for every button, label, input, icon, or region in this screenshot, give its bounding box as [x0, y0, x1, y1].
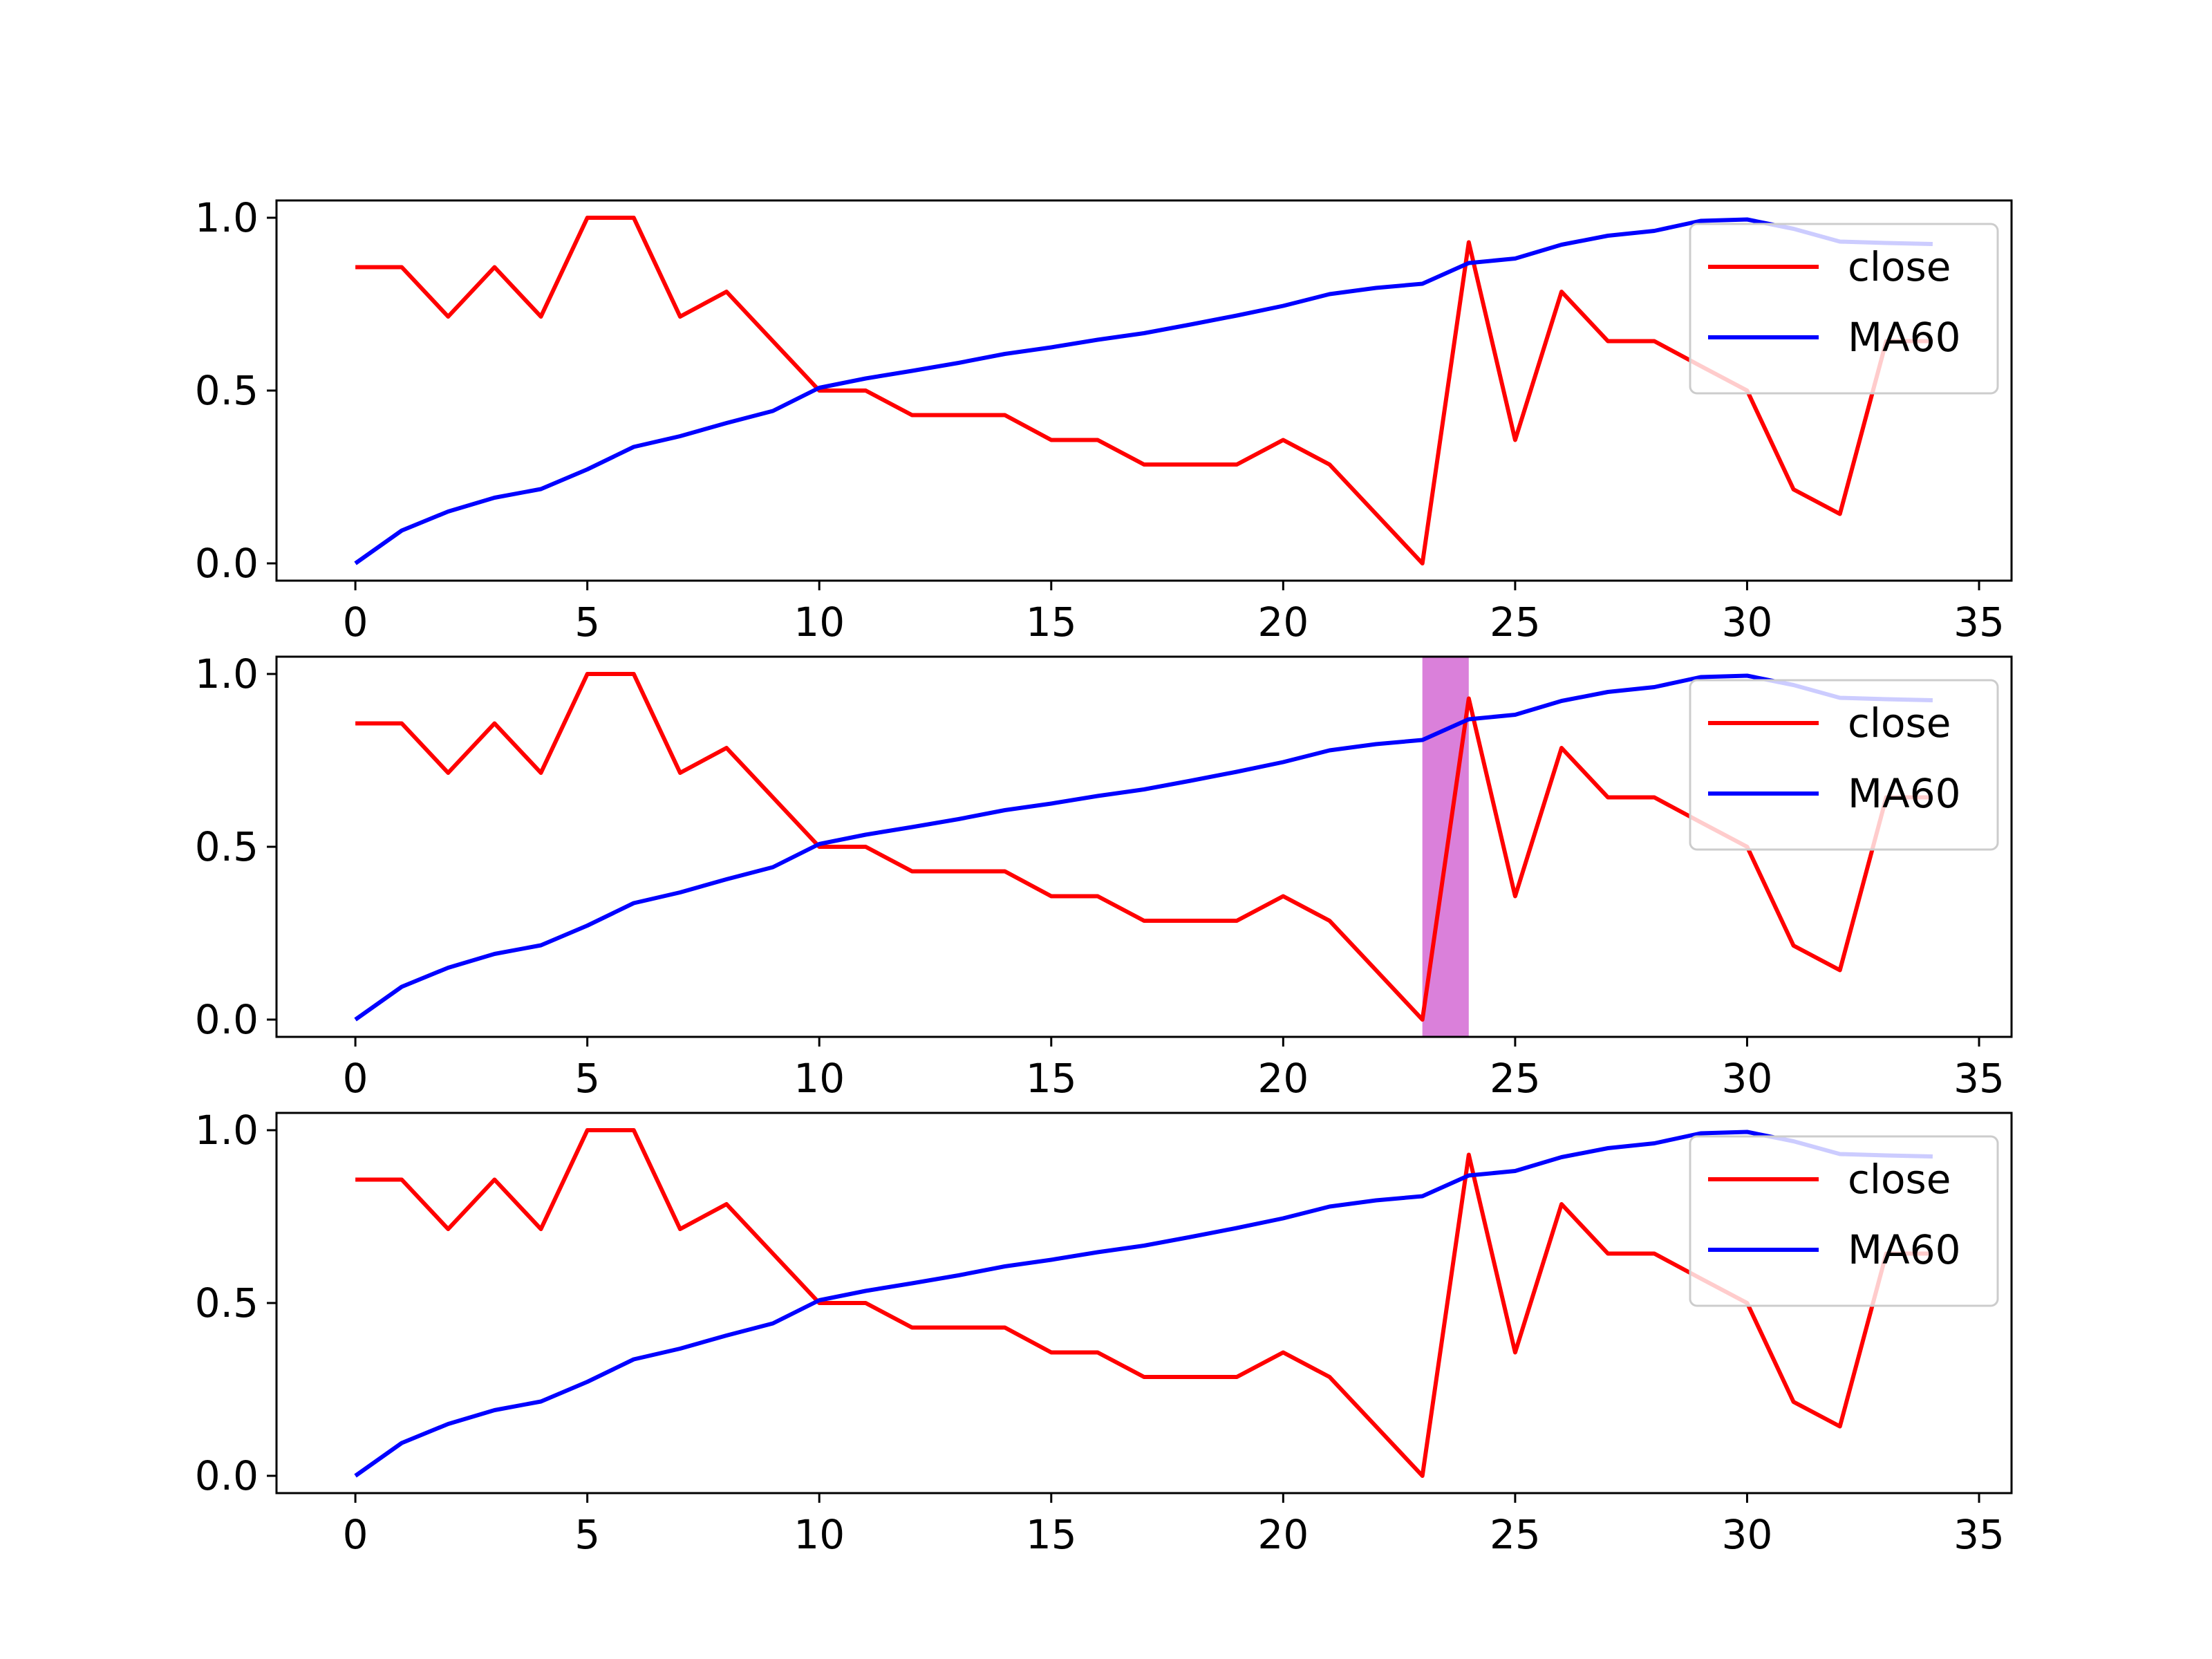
legend: close MA60	[1689, 223, 1999, 395]
subplot-1: 0 5 10 15 20 25 30 35 0.0 0.5 1.0 close MA60	[195, 194, 2013, 646]
y-tick-label: 0.5	[195, 823, 259, 870]
subplot-2: 0 5 10 15 20 25 30 35 0.0 0.5 1.0 close MA60	[195, 650, 2013, 1102]
x-tick-label: 20	[1257, 599, 1309, 646]
x-tick-label: 5	[574, 1055, 600, 1102]
x-tick-label: 5	[574, 599, 600, 646]
y-tick-label: 0.5	[195, 367, 259, 414]
x-tick-label: 25	[1490, 599, 1541, 646]
legend-label-ma60: MA60	[1848, 1226, 1961, 1273]
x-tick-label: 35	[1953, 1055, 2005, 1102]
y-tick-label: 0.0	[195, 540, 259, 587]
series-line-close	[355, 1128, 1933, 1478]
series-line-ma60	[354, 217, 1933, 565]
x-tick-label: 25	[1490, 1055, 1541, 1102]
x-tick-label: 20	[1257, 1511, 1309, 1558]
x-tick-label: 0	[343, 599, 368, 646]
x-tick-label: 5	[574, 1511, 600, 1558]
legend-label-close: close	[1848, 1156, 1951, 1203]
legend: close MA60	[1689, 1135, 1999, 1307]
x-tick-label: 15	[1026, 1055, 1077, 1102]
y-tick-label: 0.0	[195, 996, 259, 1043]
series-line-ma60	[354, 1130, 1933, 1478]
x-tick-label: 30	[1722, 599, 1773, 646]
legend-box	[1689, 679, 1999, 851]
y-tick-label: 0.5	[195, 1280, 259, 1327]
legend-box	[1689, 1135, 1999, 1307]
x-tick-label: 10	[794, 1055, 845, 1102]
legend-label-ma60: MA60	[1848, 770, 1961, 817]
x-tick-label: 20	[1257, 1055, 1309, 1102]
legend-box	[1689, 223, 1999, 395]
series-line-ma60	[354, 673, 1933, 1022]
x-tick-label: 0	[343, 1511, 368, 1558]
x-tick-label: 10	[794, 599, 845, 646]
subplot-3: 0 5 10 15 20 25 30 35 0.0 0.5 1.0 close MA60	[195, 1107, 2013, 1558]
legend: close MA60	[1689, 679, 1999, 851]
x-tick-label: 30	[1722, 1055, 1773, 1102]
series-line-close	[355, 672, 1933, 1022]
x-tick-label: 25	[1490, 1511, 1541, 1558]
y-tick-label: 1.0	[195, 650, 259, 697]
y-tick-label: 1.0	[195, 194, 259, 241]
x-tick-label: 35	[1953, 1511, 2005, 1558]
x-tick-label: 35	[1953, 599, 2005, 646]
x-tick-label: 30	[1722, 1511, 1773, 1558]
x-tick-label: 0	[343, 1055, 368, 1102]
legend-label-close: close	[1848, 243, 1951, 290]
y-tick-label: 0.0	[195, 1452, 259, 1499]
x-tick-label: 15	[1026, 1511, 1077, 1558]
x-tick-label: 15	[1026, 599, 1077, 646]
legend-label-ma60: MA60	[1848, 314, 1961, 361]
series-line-close	[355, 216, 1933, 565]
x-tick-label: 10	[794, 1511, 845, 1558]
y-tick-label: 1.0	[195, 1107, 259, 1154]
legend-label-close: close	[1848, 700, 1951, 747]
